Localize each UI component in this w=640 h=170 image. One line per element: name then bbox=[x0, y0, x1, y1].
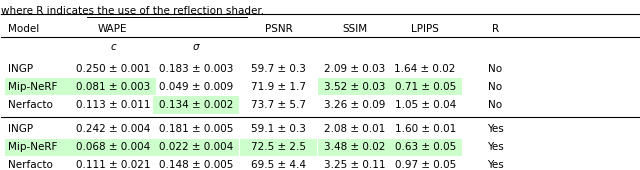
Text: Mip-NeRF: Mip-NeRF bbox=[8, 82, 57, 92]
Text: 1.60 ± 0.01: 1.60 ± 0.01 bbox=[394, 124, 456, 134]
Text: Nerfacto: Nerfacto bbox=[8, 160, 52, 170]
Text: 0.71 ± 0.05: 0.71 ± 0.05 bbox=[394, 82, 456, 92]
Text: 3.26 ± 0.09: 3.26 ± 0.09 bbox=[324, 100, 386, 110]
Text: 1.05 ± 0.04: 1.05 ± 0.04 bbox=[394, 100, 456, 110]
FancyBboxPatch shape bbox=[70, 139, 156, 156]
FancyBboxPatch shape bbox=[153, 139, 239, 156]
Text: 3.25 ± 0.11: 3.25 ± 0.11 bbox=[324, 160, 386, 170]
Text: LPIPS: LPIPS bbox=[412, 24, 439, 34]
FancyBboxPatch shape bbox=[319, 78, 392, 95]
Text: 0.049 ± 0.009: 0.049 ± 0.009 bbox=[159, 82, 233, 92]
Text: 0.134 ± 0.002: 0.134 ± 0.002 bbox=[159, 100, 233, 110]
Text: INGP: INGP bbox=[8, 64, 33, 74]
Text: 0.022 ± 0.004: 0.022 ± 0.004 bbox=[159, 142, 233, 152]
Text: 73.7 ± 5.7: 73.7 ± 5.7 bbox=[251, 100, 306, 110]
Text: INGP: INGP bbox=[8, 124, 33, 134]
Text: 71.9 ± 1.7: 71.9 ± 1.7 bbox=[251, 82, 306, 92]
Text: PSNR: PSNR bbox=[265, 24, 292, 34]
Text: R: R bbox=[492, 24, 499, 34]
Text: WAPE: WAPE bbox=[98, 24, 127, 34]
Text: 0.148 ± 0.005: 0.148 ± 0.005 bbox=[159, 160, 233, 170]
Text: 0.183 ± 0.003: 0.183 ± 0.003 bbox=[159, 64, 233, 74]
Text: 2.09 ± 0.03: 2.09 ± 0.03 bbox=[324, 64, 386, 74]
Text: where R indicates the use of the reflection shader.: where R indicates the use of the reflect… bbox=[1, 6, 264, 16]
Text: Model: Model bbox=[8, 24, 39, 34]
Text: 0.081 ± 0.003: 0.081 ± 0.003 bbox=[76, 82, 150, 92]
Text: Nerfacto: Nerfacto bbox=[8, 100, 52, 110]
Text: 0.068 ± 0.004: 0.068 ± 0.004 bbox=[76, 142, 150, 152]
Text: 0.63 ± 0.05: 0.63 ± 0.05 bbox=[394, 142, 456, 152]
Text: No: No bbox=[488, 82, 502, 92]
Text: 0.181 ± 0.005: 0.181 ± 0.005 bbox=[159, 124, 233, 134]
FancyBboxPatch shape bbox=[70, 78, 156, 95]
Text: 0.113 ± 0.011: 0.113 ± 0.011 bbox=[76, 100, 150, 110]
Text: c: c bbox=[110, 42, 116, 52]
Text: 2.08 ± 0.01: 2.08 ± 0.01 bbox=[324, 124, 386, 134]
Text: 0.250 ± 0.001: 0.250 ± 0.001 bbox=[76, 64, 150, 74]
Text: Mip-NeRF: Mip-NeRF bbox=[8, 142, 57, 152]
Text: 1.64 ± 0.02: 1.64 ± 0.02 bbox=[394, 64, 456, 74]
Text: 3.48 ± 0.02: 3.48 ± 0.02 bbox=[324, 142, 386, 152]
FancyBboxPatch shape bbox=[4, 78, 81, 95]
Text: 0.111 ± 0.021: 0.111 ± 0.021 bbox=[76, 160, 150, 170]
Text: 0.97 ± 0.05: 0.97 ± 0.05 bbox=[394, 160, 456, 170]
Text: Yes: Yes bbox=[487, 160, 504, 170]
Text: 59.1 ± 0.3: 59.1 ± 0.3 bbox=[251, 124, 306, 134]
Text: 69.5 ± 4.4: 69.5 ± 4.4 bbox=[251, 160, 306, 170]
FancyBboxPatch shape bbox=[388, 78, 462, 95]
FancyBboxPatch shape bbox=[319, 139, 392, 156]
Text: No: No bbox=[488, 64, 502, 74]
Text: Yes: Yes bbox=[487, 142, 504, 152]
Text: No: No bbox=[488, 100, 502, 110]
FancyBboxPatch shape bbox=[4, 139, 81, 156]
Text: SSIM: SSIM bbox=[342, 24, 367, 34]
Text: 3.52 ± 0.03: 3.52 ± 0.03 bbox=[324, 82, 386, 92]
Text: 59.7 ± 0.3: 59.7 ± 0.3 bbox=[251, 64, 306, 74]
FancyBboxPatch shape bbox=[388, 139, 462, 156]
FancyBboxPatch shape bbox=[241, 139, 317, 156]
Text: Yes: Yes bbox=[487, 124, 504, 134]
Text: σ: σ bbox=[193, 42, 199, 52]
Text: 72.5 ± 2.5: 72.5 ± 2.5 bbox=[251, 142, 306, 152]
FancyBboxPatch shape bbox=[153, 96, 239, 114]
Text: 0.242 ± 0.004: 0.242 ± 0.004 bbox=[76, 124, 150, 134]
